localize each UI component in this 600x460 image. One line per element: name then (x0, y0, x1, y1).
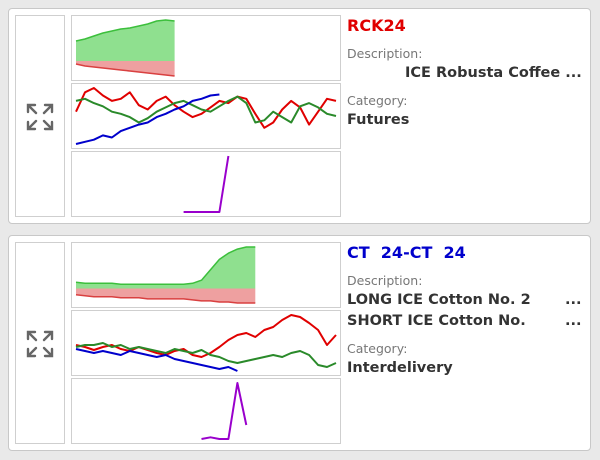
description-long: LONG ICE Cotton No. 2 (347, 292, 530, 308)
area (76, 20, 175, 61)
line (75, 246, 256, 286)
line (75, 93, 220, 145)
label: Category: (347, 341, 408, 356)
description-short: SHORT ICE Cotton No. 2 (347, 313, 530, 329)
sparkline (183, 155, 230, 213)
description-row: LONG ICE Cotton No. 2... (347, 290, 587, 311)
sparkline (201, 382, 248, 440)
line (201, 382, 248, 440)
label: Description: (347, 46, 423, 61)
category: Futures (347, 112, 410, 128)
info-panel: CT 24-CT 24 Description: LONG ICE Cotton… (347, 242, 587, 379)
line (183, 155, 230, 213)
sparkline (75, 314, 337, 372)
line (75, 19, 175, 42)
line (75, 342, 337, 368)
category: Interdelivery (347, 360, 453, 376)
instrument-card: RCK24 Description: ICE Robusta Coffee ..… (8, 8, 591, 224)
volume-chart (71, 378, 341, 444)
sparkline (75, 19, 175, 77)
position-chart (71, 242, 341, 308)
line (75, 63, 175, 77)
symbol-title[interactable]: RCK24 (347, 16, 406, 35)
position-chart (71, 15, 341, 81)
ellipsis: ... (565, 292, 582, 308)
expand-button[interactable] (15, 15, 65, 217)
ellipsis: ... (565, 313, 582, 329)
price-chart (71, 310, 341, 376)
line (75, 314, 337, 358)
expand-button[interactable] (15, 242, 65, 444)
line (75, 293, 256, 304)
area (76, 288, 256, 303)
info-panel: RCK24 Description: ICE Robusta Coffee ..… (347, 15, 587, 131)
price-chart (71, 83, 341, 149)
label: Description: (347, 273, 423, 288)
sparkline (75, 246, 256, 304)
area (76, 247, 256, 289)
expand-icon (26, 330, 54, 358)
volume-chart (71, 151, 341, 217)
sparkline (75, 87, 337, 145)
instrument-card: CT 24-CT 24 Description: LONG ICE Cotton… (8, 235, 591, 451)
expand-icon (26, 103, 54, 131)
line (75, 87, 337, 129)
line (75, 95, 337, 124)
label: Category: (347, 93, 408, 108)
area (76, 61, 175, 76)
line (75, 348, 238, 372)
description-row: SHORT ICE Cotton No. 2... (347, 311, 587, 332)
description: ICE Robusta Coffee ... (405, 65, 582, 81)
symbol-title[interactable]: CT 24-CT 24 (347, 243, 466, 262)
